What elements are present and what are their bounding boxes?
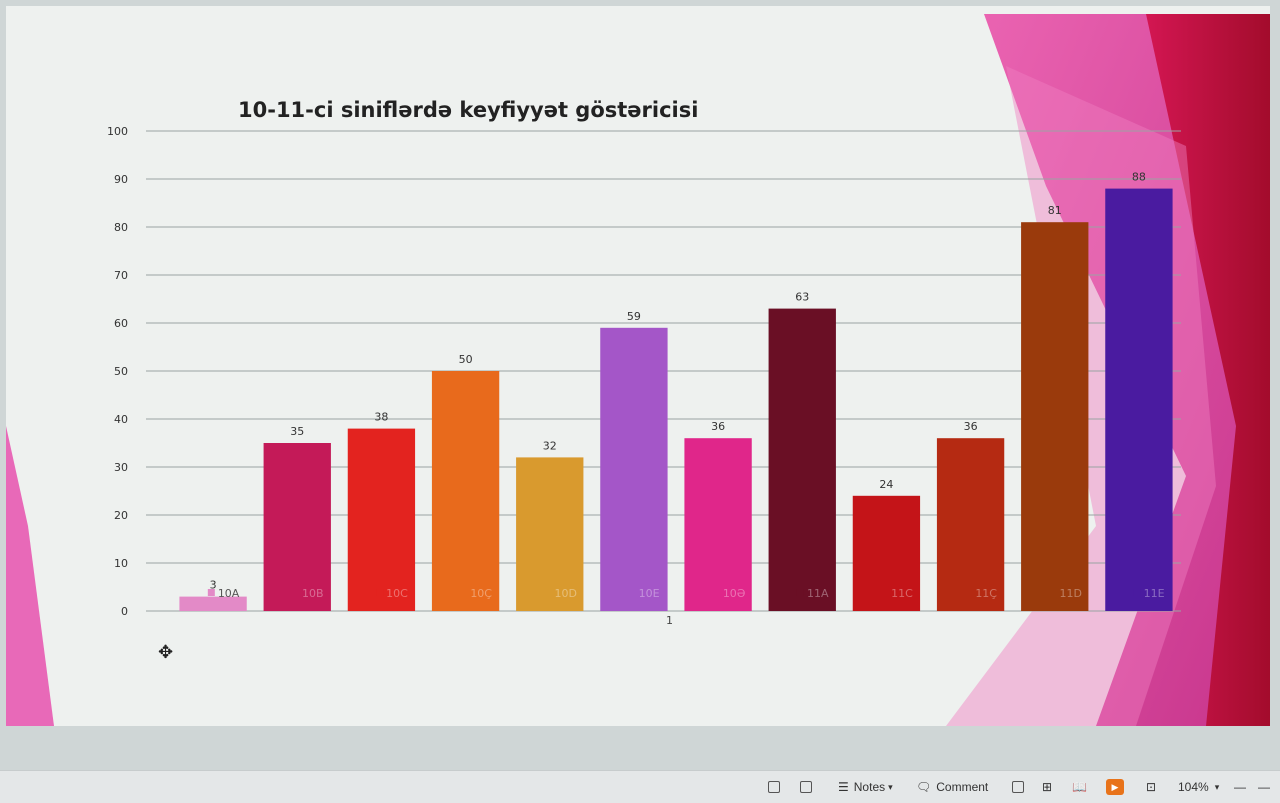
- bar-10Ç: [431, 371, 500, 611]
- bar-11E: [1105, 188, 1173, 611]
- bar-10C: [347, 428, 416, 611]
- bar-10B: [263, 443, 331, 611]
- legend-swatch: [881, 589, 889, 596]
- legend-label: 11E: [1144, 587, 1165, 600]
- slide-sorter-icon[interactable]: ⊞: [1042, 780, 1053, 794]
- slideshow-button[interactable]: ▶: [1106, 777, 1124, 797]
- legend-swatch: [1049, 589, 1057, 596]
- legend: 10A 10B 10C 10Ç 10D 10E 10Ə 11A 11C 11Ç 11D 11E: [207, 587, 1165, 600]
- legend-label: 10Ə: [723, 587, 746, 600]
- bar-10Ə: [684, 438, 752, 611]
- data-label: 24: [879, 478, 893, 491]
- legend-label: 10Ç: [470, 587, 492, 600]
- x-category-label: 1: [666, 614, 673, 627]
- bars: [179, 188, 1173, 611]
- comment-icon: 🗨: [916, 780, 932, 794]
- comment-button[interactable]: 🗨 Comment: [916, 777, 988, 797]
- legend-label: 11C: [891, 587, 913, 600]
- legend-swatch: [291, 589, 299, 596]
- legend-label: 11Ç: [975, 587, 997, 600]
- data-label: 38: [374, 411, 388, 424]
- legend-swatch: [460, 589, 468, 596]
- data-label: 50: [459, 353, 473, 366]
- legend-label: 11D: [1059, 587, 1081, 600]
- data-label: 88: [1132, 171, 1146, 184]
- y-tick-label: 20: [114, 509, 128, 522]
- data-label: 81: [1048, 204, 1062, 217]
- bar-11A: [768, 308, 836, 611]
- reading-view-icon[interactable]: 📖: [1072, 780, 1087, 794]
- chart-title: 10-11-ci siniflərdə keyfiyyət göstəricis…: [238, 98, 698, 122]
- y-tick-label: 10: [114, 557, 128, 570]
- bar-11Ç: [936, 438, 1005, 611]
- bar-10A: [179, 596, 247, 611]
- y-axis: 0 10 20 30 40 50 60 70 80 90 100: [107, 125, 128, 618]
- data-label: 36: [711, 420, 725, 433]
- y-tick-label: 0: [121, 605, 128, 618]
- fit-icon[interactable]: [768, 777, 780, 797]
- legend-label: 11A: [807, 587, 829, 600]
- y-tick-label: 30: [114, 461, 128, 474]
- chart: 10-11-ci siniflərdə keyfiyyət göstəricis…: [6, 14, 1270, 726]
- data-label: 63: [795, 291, 809, 304]
- legend-swatch: [712, 589, 720, 596]
- data-label: 32: [543, 439, 557, 452]
- chevron-down-icon: ▾: [1214, 781, 1220, 792]
- data-label: 59: [627, 310, 641, 323]
- legend-label: 10C: [386, 587, 408, 600]
- zoom-slider[interactable]: —: [1258, 780, 1270, 794]
- legend-label: 10A: [218, 587, 240, 600]
- zoom-select[interactable]: 104% ▾: [1178, 777, 1219, 797]
- zoom-out-button[interactable]: —: [1234, 780, 1246, 794]
- bar-10E: [600, 327, 668, 611]
- legend-label: 10B: [302, 587, 324, 600]
- legend-swatch: [796, 589, 804, 596]
- data-label: 36: [964, 420, 978, 433]
- notes-button[interactable]: ☰ Notes ▾: [838, 777, 893, 797]
- legend-swatch: [1133, 589, 1141, 596]
- move-cursor-icon: ✥: [158, 642, 174, 662]
- slide: 10-11-ci siniflərdə keyfiyyət göstəricis…: [6, 6, 1270, 726]
- notes-icon: ☰: [838, 780, 849, 794]
- legend-swatch: [965, 589, 973, 596]
- legend-swatch: [628, 589, 636, 596]
- y-tick-label: 90: [114, 173, 128, 186]
- legend-swatch: [544, 589, 552, 596]
- y-tick-label: 60: [114, 317, 128, 330]
- y-tick-label: 80: [114, 221, 128, 234]
- y-tick-label: 100: [107, 125, 128, 138]
- data-label: 3: [210, 579, 217, 592]
- status-bar: ☰ Notes ▾ 🗨 Comment ⊞ 📖 ▶ ⊡ 104% ▾ — —: [0, 770, 1280, 803]
- legend-label: 10E: [639, 587, 660, 600]
- y-tick-label: 50: [114, 365, 128, 378]
- bar-10D: [516, 457, 584, 611]
- fit-slide-icon[interactable]: ⊡: [1146, 780, 1157, 794]
- chevron-down-icon: ▾: [888, 781, 893, 792]
- notes-label: Notes: [853, 780, 886, 794]
- data-labels: 3 35 38 50 32 59 36 63 24 36 81 88: [210, 171, 1146, 592]
- slide-nav-icon[interactable]: [800, 777, 812, 797]
- bar-11D: [1021, 222, 1089, 611]
- play-icon: ▶: [1106, 779, 1124, 795]
- comment-label: Comment: [936, 780, 989, 794]
- zoom-label: 104%: [1178, 780, 1209, 794]
- y-tick-label: 40: [114, 413, 128, 426]
- legend-swatch: [207, 589, 215, 596]
- normal-view-icon[interactable]: [1012, 777, 1024, 797]
- data-label: 35: [290, 425, 304, 438]
- y-tick-label: 70: [114, 269, 128, 282]
- legend-label: 10D: [554, 587, 576, 600]
- legend-swatch: [376, 589, 384, 596]
